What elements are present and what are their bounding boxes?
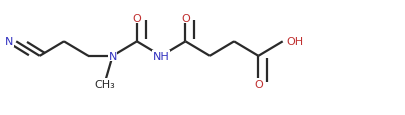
Text: CH₃: CH₃ [94, 79, 115, 89]
Text: O: O [181, 13, 190, 23]
Text: NH: NH [153, 51, 170, 61]
Text: N: N [4, 37, 13, 47]
Text: N: N [109, 51, 117, 61]
Text: O: O [254, 79, 263, 89]
Text: OH: OH [286, 37, 303, 47]
Text: O: O [132, 13, 141, 23]
